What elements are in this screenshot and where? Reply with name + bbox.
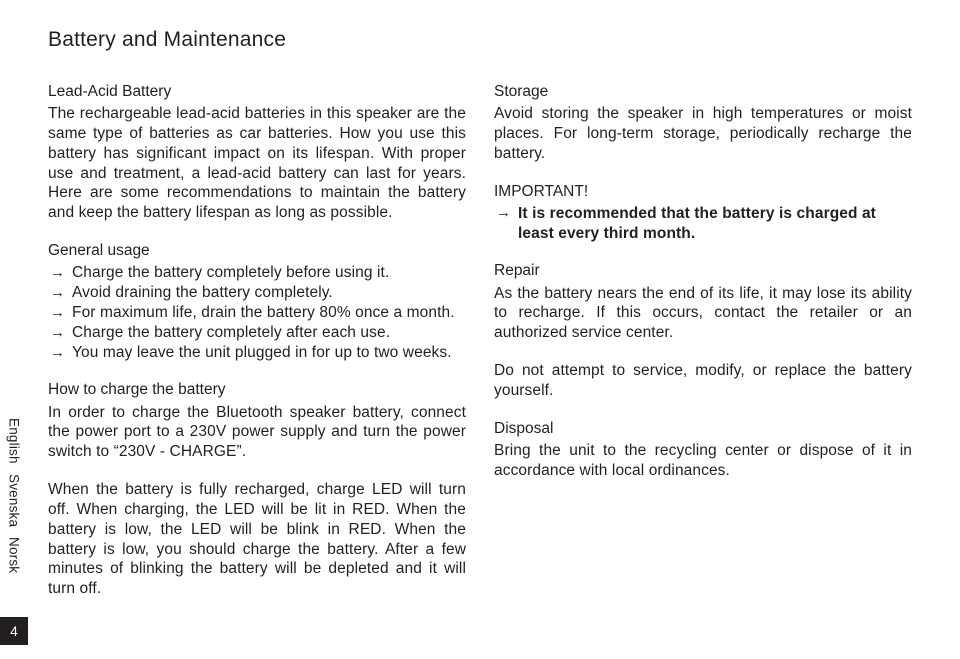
- arrow-right-icon: →: [494, 204, 518, 244]
- repair-p2: Do not attempt to service, modify, or re…: [494, 361, 912, 401]
- storage-heading: Storage: [494, 82, 912, 102]
- disposal-heading: Disposal: [494, 419, 912, 439]
- important-row: → It is recommended that the battery is …: [494, 204, 912, 244]
- lead-acid-heading: Lead-Acid Battery: [48, 82, 466, 102]
- list-item: Avoid draining the battery completely.: [48, 283, 466, 303]
- page-title: Battery and Maintenance: [48, 28, 912, 52]
- storage-text: Avoid storing the speaker in high temper…: [494, 104, 912, 163]
- lang-tab-norsk[interactable]: Norsk: [7, 537, 22, 573]
- howto-heading: How to charge the battery: [48, 380, 466, 400]
- page-number-badge: 4: [0, 617, 28, 645]
- left-column: Lead-Acid Battery The rechargeable lead-…: [48, 82, 466, 599]
- list-item: For maximum life, drain the battery 80% …: [48, 303, 466, 323]
- lang-tab-svenska[interactable]: Svenska: [7, 474, 22, 527]
- language-tabs: English Svenska Norsk: [0, 418, 28, 583]
- page-root: Battery and Maintenance Lead-Acid Batter…: [0, 0, 960, 659]
- repair-p1: As the battery nears the end of its life…: [494, 284, 912, 343]
- content-columns: Lead-Acid Battery The rechargeable lead-…: [48, 82, 912, 599]
- general-heading: General usage: [48, 241, 466, 261]
- list-item: Charge the battery completely before usi…: [48, 263, 466, 283]
- list-item: Charge the battery completely after each…: [48, 323, 466, 343]
- howto-p1: In order to charge the Bluetooth speaker…: [48, 403, 466, 462]
- important-heading: IMPORTANT!: [494, 182, 912, 202]
- lead-acid-text: The rechargeable lead-acid batteries in …: [48, 104, 466, 223]
- disposal-text: Bring the unit to the recycling center o…: [494, 441, 912, 481]
- lang-tab-english[interactable]: English: [7, 418, 22, 464]
- general-list: Charge the battery completely before usi…: [48, 263, 466, 362]
- important-text: It is recommended that the battery is ch…: [518, 204, 912, 244]
- list-item: You may leave the unit plugged in for up…: [48, 343, 466, 363]
- repair-heading: Repair: [494, 261, 912, 281]
- right-column: Storage Avoid storing the speaker in hig…: [494, 82, 912, 599]
- howto-p2: When the battery is fully recharged, cha…: [48, 480, 466, 599]
